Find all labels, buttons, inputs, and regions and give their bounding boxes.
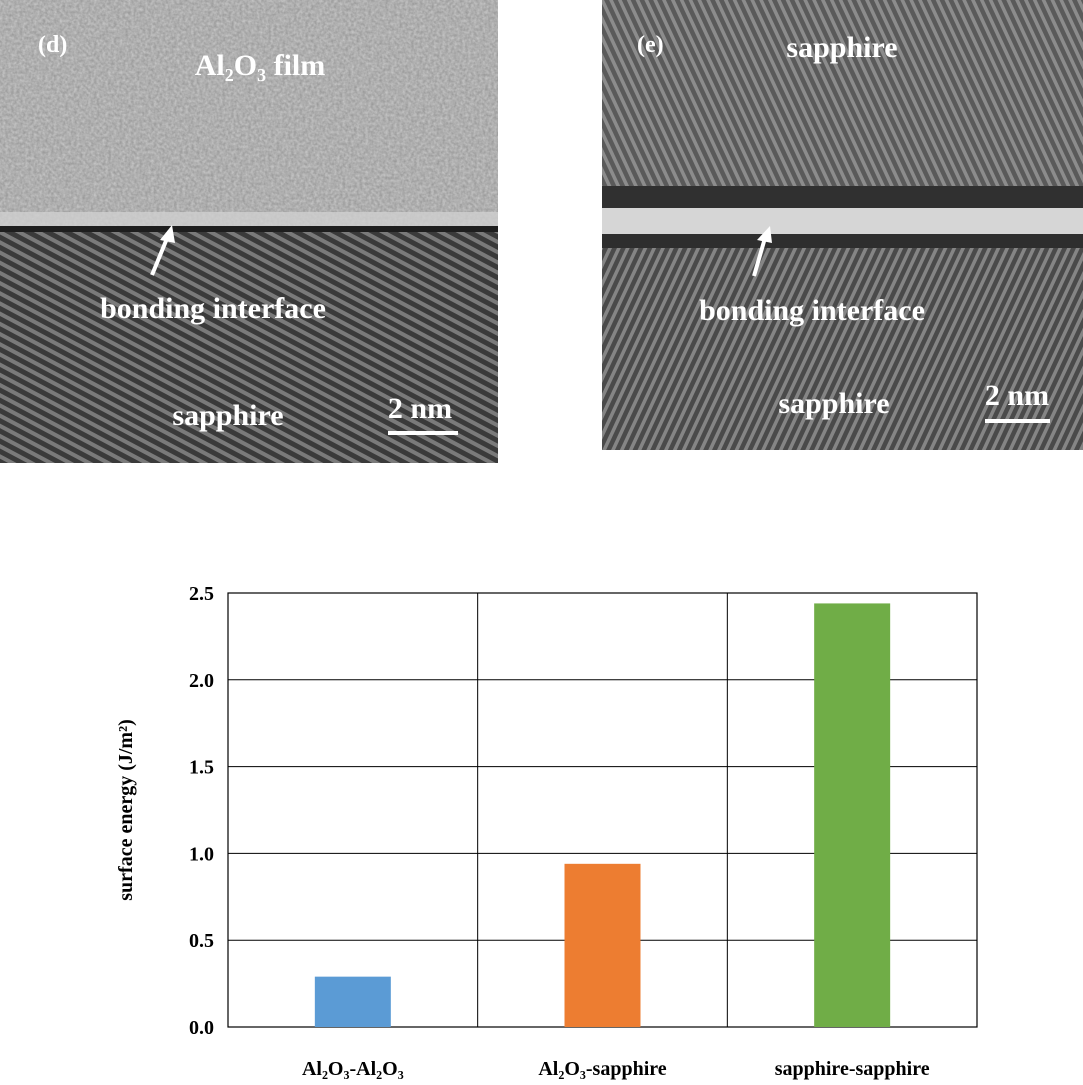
y-tick-label: 2.0	[189, 670, 214, 692]
bar	[564, 863, 641, 1027]
x-tick-label: sapphire-sapphire	[775, 1058, 930, 1080]
bar	[314, 976, 391, 1027]
tem-image-d: (d) Al₂O₃ film bonding interface sapphir…	[0, 0, 498, 463]
y-axis-label: surface energy (J/m²)	[115, 719, 137, 900]
y-tick-label: 0.0	[189, 1017, 214, 1039]
tem-image-e: (e) sapphire bonding interface sapphire …	[602, 0, 1083, 450]
panel-label: (e)	[637, 32, 664, 58]
bar	[814, 603, 891, 1027]
x-tick-label: Al₂O₃-Al₂O₃	[302, 1058, 404, 1080]
region-label: sapphire	[172, 399, 283, 432]
panel-label: (d)	[38, 32, 67, 58]
y-tick-label: 1.0	[189, 843, 214, 865]
x-tick-label: Al₂O₃-sapphire	[538, 1058, 666, 1080]
y-tick-label: 0.5	[189, 930, 214, 952]
region-label: sapphire	[778, 387, 889, 420]
interface-label: bonding interface	[699, 294, 925, 327]
bar-chart: surface energy (J/m²) 0.0 0.5 1.0 1.5 2.0 2.5…	[115, 583, 978, 1080]
region-label: sapphire	[786, 31, 897, 64]
interface-label: bonding interface	[100, 292, 326, 325]
scale-bar-label: 2 nm	[985, 379, 1049, 412]
y-tick-label: 1.5	[189, 757, 214, 779]
scale-bar-label: 2 nm	[388, 392, 452, 425]
region-label: Al₂O₃ film	[195, 49, 325, 82]
y-tick-label: 2.5	[189, 583, 214, 605]
